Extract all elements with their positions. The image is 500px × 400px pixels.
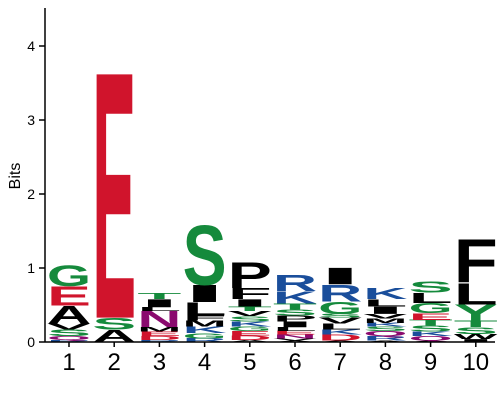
logo-letter-V: V: [47, 322, 91, 331]
logo-letter-F: F: [454, 227, 498, 296]
logo-letter-N: N: [137, 306, 181, 332]
logo-letter-F: F: [183, 314, 227, 322]
logo-letter-Y: Y: [454, 300, 498, 325]
logo-letter-S: S: [92, 315, 136, 334]
logo-letter-T: T: [137, 292, 181, 301]
logo-letter-L: L: [318, 322, 362, 331]
logo-letter-A: A: [228, 339, 272, 342]
logo-letter-M: M: [363, 317, 407, 324]
logo-letter-S: S: [183, 208, 227, 303]
x-tick-label: 5: [243, 349, 256, 376]
logo-letter-W: W: [454, 333, 499, 341]
logo-letter-F: F: [228, 285, 272, 302]
logo-letter-K: K: [409, 331, 453, 338]
logo-letter-K: K: [363, 285, 407, 302]
logo-letter-S: S: [228, 315, 272, 323]
x-tick-label: 6: [288, 349, 301, 376]
logo-letter-V: V: [318, 316, 362, 325]
logo-letter-G: G: [409, 300, 453, 316]
logo-letter-A: A: [47, 301, 91, 329]
logo-letter-R: R: [137, 339, 181, 342]
y-axis-label: Bits: [7, 163, 24, 190]
logo-letter-E: E: [228, 330, 272, 337]
x-tick-label: 9: [424, 349, 437, 376]
x-tick-label: 1: [62, 349, 75, 376]
logo-letter-D: D: [228, 334, 272, 341]
logo-letter-I: I: [183, 280, 227, 308]
y-tick-label: 0: [27, 334, 35, 350]
logo-letter-I: I: [363, 304, 407, 316]
logo-letter-L: L: [183, 299, 227, 320]
letter-stacks: RQSVAEGASERDEMNLITRGKMFLISADEGKSVTIFPAVN…: [47, 0, 499, 393]
y-tick-label: 2: [27, 186, 35, 202]
logo-letter-S: S: [273, 308, 317, 317]
logo-letter-R: R: [273, 270, 317, 296]
logo-letter-K: K: [273, 287, 317, 307]
logo-letter-S: S: [363, 325, 407, 332]
logo-letter-K: K: [183, 325, 228, 335]
logo-letter-V: V: [273, 338, 317, 341]
logo-letter-S: S: [318, 313, 362, 319]
logo-letter-Q: Q: [363, 330, 407, 338]
logo-letter-E: E: [47, 280, 91, 311]
logo-letter-T: T: [228, 305, 272, 312]
logo-letter-T: T: [409, 318, 453, 327]
logo-letter-R: R: [47, 339, 91, 342]
logo-letter-L: L: [137, 306, 181, 312]
x-tick-label: 4: [198, 349, 211, 376]
logo-letter-V: V: [228, 310, 272, 318]
logo-letter-L: L: [363, 297, 407, 309]
logo-letter-I: I: [137, 297, 181, 310]
logo-letter-E: E: [273, 330, 317, 336]
logo-letter-A: A: [92, 326, 136, 346]
logo-letter-P: P: [273, 314, 317, 323]
logo-letter-Q: Q: [47, 335, 91, 341]
x-tick-label: 8: [379, 349, 392, 376]
logo-letter-G: G: [183, 332, 227, 340]
logo-letter-E: E: [137, 331, 181, 338]
logo-letter-I: I: [228, 297, 272, 309]
logo-letter-K: K: [228, 320, 272, 328]
axes: 0 1 2 3 4 1 2 3 4 5 6 7 8 9 10: [27, 8, 495, 376]
logo-letter-R: R: [183, 337, 227, 343]
logo-letter-T: T: [273, 302, 317, 311]
logo-letter-E: E: [92, 0, 136, 393]
logo-letter-E: E: [409, 311, 453, 321]
logo-letter-K: K: [318, 328, 362, 336]
logo-letter-M: M: [137, 326, 181, 333]
logo-letter-S: S: [409, 324, 453, 333]
logo-letter-S: S: [454, 325, 498, 335]
logo-letter-T: T: [454, 319, 498, 329]
logo-letter-D: D: [318, 333, 362, 342]
logo-letter-I: I: [318, 263, 362, 289]
logo-letter-D: D: [137, 335, 181, 341]
logo-letter-R: R: [363, 335, 407, 342]
logo-letter-M: M: [183, 319, 227, 328]
logo-letter-S: S: [47, 328, 91, 338]
logo-letter-L: L: [409, 290, 453, 306]
logo-letter-L: L: [454, 276, 498, 311]
logo-letter-S: S: [409, 279, 453, 296]
y-tick-label: 1: [27, 260, 35, 276]
logo-letter-R: R: [318, 280, 362, 307]
logo-letter-I: I: [454, 338, 498, 343]
logo-letter-I: I: [273, 320, 317, 329]
logo-letter-L: L: [273, 326, 317, 332]
y-tick-label: 4: [27, 38, 35, 54]
x-tick-label: 3: [153, 349, 166, 376]
x-tick-label: 10: [462, 349, 489, 376]
logo-letter-V: V: [363, 313, 407, 320]
logo-letter-Q: Q: [409, 335, 453, 342]
y-tick-label: 3: [27, 112, 35, 128]
x-tick-label: 7: [334, 349, 347, 376]
logo-letter-N: N: [273, 334, 317, 340]
x-tick-label: 2: [108, 349, 121, 376]
logo-letter-K: K: [363, 322, 407, 328]
logo-letter-G: G: [318, 298, 362, 318]
logo-letter-G: G: [228, 325, 272, 332]
logo-letter-P: P: [228, 255, 272, 296]
logo-letter-G: G: [47, 259, 91, 293]
